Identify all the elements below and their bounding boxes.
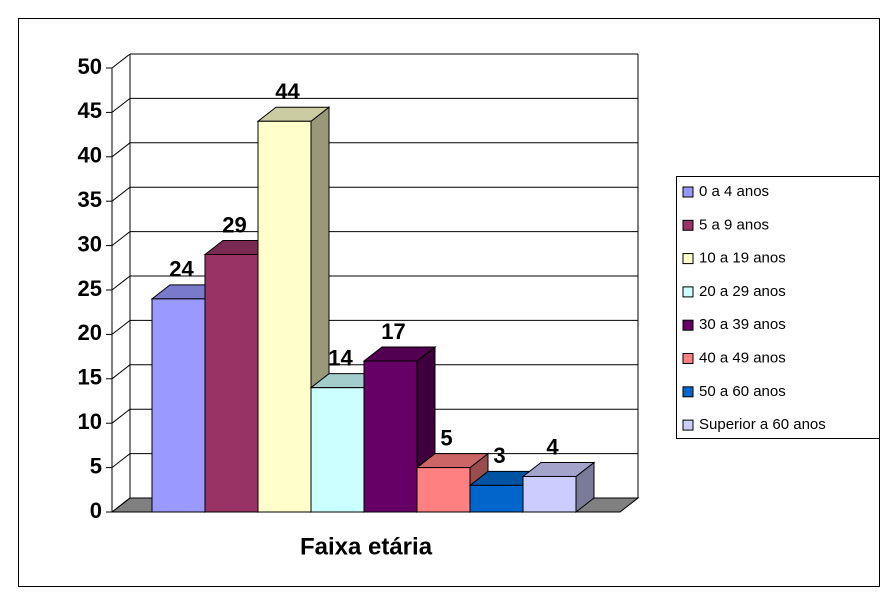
y-tick-label: 50 bbox=[78, 54, 102, 79]
side-grid-line bbox=[111, 408, 131, 424]
legend-swatch bbox=[682, 286, 694, 298]
y-tick-label: 20 bbox=[78, 320, 102, 345]
value-label: 17 bbox=[381, 319, 405, 344]
legend-swatch bbox=[682, 353, 694, 364]
side-grid-line bbox=[111, 53, 131, 69]
bar bbox=[310, 387, 365, 513]
side-grid-line bbox=[111, 320, 131, 335]
y-tick-label: 40 bbox=[78, 143, 102, 168]
bar bbox=[522, 475, 577, 513]
bar bbox=[363, 360, 418, 513]
y-tick-label: 0 bbox=[90, 498, 102, 523]
y-tick-label: 10 bbox=[78, 409, 102, 434]
y-tick-label: 35 bbox=[78, 187, 102, 212]
side-grid-line bbox=[111, 275, 131, 291]
legend-swatch bbox=[682, 186, 694, 198]
legend-label: Superior a 60 anos bbox=[699, 416, 826, 433]
y-tick-label: 15 bbox=[78, 365, 102, 390]
legend-label: 0 a 4 anos bbox=[699, 183, 769, 200]
side-grid-line bbox=[111, 453, 131, 468]
bar bbox=[151, 298, 206, 513]
x-axis-label: Faixa etária bbox=[300, 533, 433, 560]
side-grid-line bbox=[111, 497, 131, 513]
legend-swatch bbox=[682, 419, 694, 431]
legend-label: 20 a 29 anos bbox=[699, 283, 786, 300]
y-tick-label: 30 bbox=[78, 231, 102, 256]
legend-label: 40 a 49 anos bbox=[699, 349, 786, 366]
value-label: 29 bbox=[222, 212, 246, 237]
legend-label: 50 a 60 anos bbox=[699, 383, 786, 400]
side-grid-line bbox=[111, 142, 131, 158]
legend-swatch bbox=[682, 253, 694, 265]
value-label: 5 bbox=[440, 425, 452, 450]
bar bbox=[469, 484, 524, 513]
legend-label: 5 a 9 anos bbox=[699, 216, 769, 233]
value-label: 14 bbox=[328, 345, 353, 370]
y-tick-label: 5 bbox=[90, 453, 102, 478]
legend-swatch bbox=[682, 319, 694, 331]
value-label: 24 bbox=[169, 257, 194, 282]
bar bbox=[257, 120, 312, 513]
legend-label: 30 a 39 anos bbox=[699, 316, 786, 333]
legend-swatch bbox=[682, 219, 694, 231]
side-grid-line bbox=[111, 231, 131, 246]
bar bbox=[204, 253, 259, 513]
y-tick-label: 25 bbox=[78, 276, 102, 301]
side-grid-line bbox=[111, 364, 131, 380]
legend-swatch bbox=[682, 386, 694, 398]
legend-box bbox=[676, 176, 880, 439]
bar bbox=[416, 467, 471, 513]
side-grid-line bbox=[111, 186, 131, 202]
value-label: 4 bbox=[546, 434, 559, 459]
value-label: 3 bbox=[493, 443, 505, 468]
y-tick-label: 45 bbox=[78, 98, 102, 123]
legend-label: 10 a 19 anos bbox=[699, 250, 786, 267]
value-label: 44 bbox=[275, 79, 300, 104]
side-grid-line bbox=[111, 98, 131, 113]
